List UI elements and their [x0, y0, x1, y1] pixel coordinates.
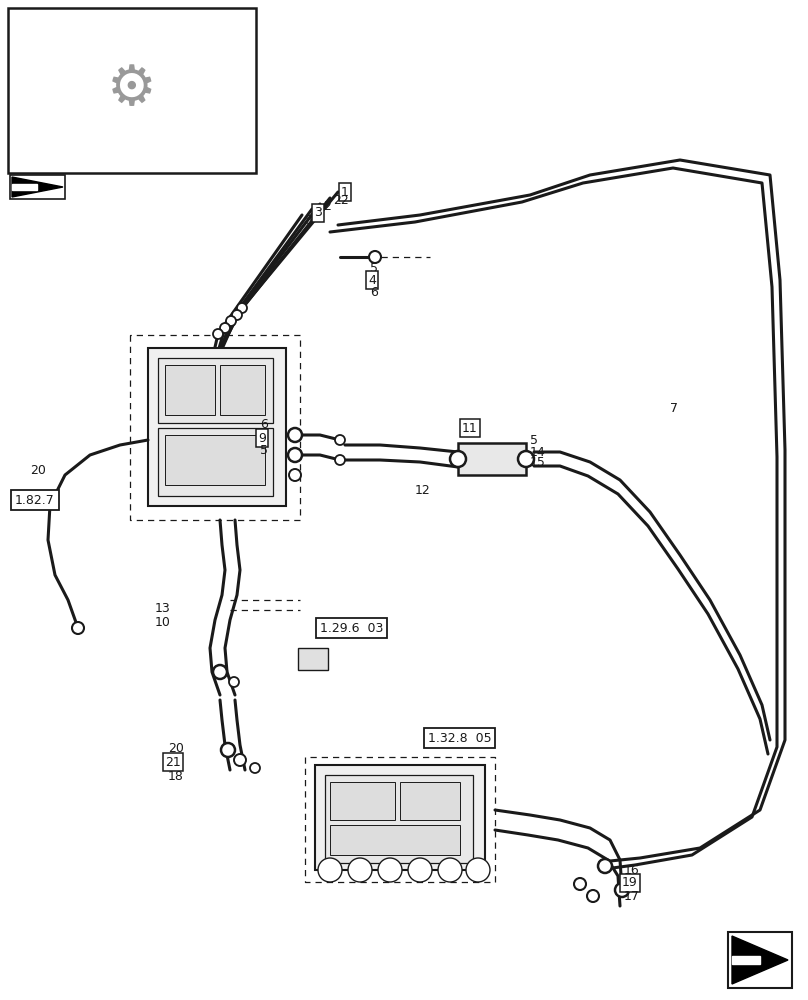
Circle shape	[226, 316, 236, 326]
Text: 10: 10	[155, 615, 170, 629]
Bar	[165, 435, 265, 485]
Text: 8: 8	[304, 214, 312, 227]
Circle shape	[234, 754, 246, 766]
Circle shape	[213, 329, 223, 339]
Text: 4: 4	[368, 273, 376, 286]
Circle shape	[232, 310, 242, 320]
Text: 1.29.6  03: 1.29.6 03	[320, 621, 383, 635]
Circle shape	[574, 878, 586, 890]
Text: 12: 12	[415, 484, 431, 496]
Bar	[158, 358, 273, 423]
Text: 5: 5	[370, 261, 378, 274]
Circle shape	[518, 451, 534, 467]
Bar	[330, 825, 460, 855]
Text: 5: 5	[530, 434, 538, 446]
Text: 6: 6	[370, 286, 378, 298]
Text: 17: 17	[624, 890, 640, 902]
Text: 22: 22	[333, 194, 349, 207]
Bar	[298, 648, 328, 670]
Polygon shape	[732, 936, 788, 984]
Text: 5: 5	[260, 444, 268, 456]
Circle shape	[369, 251, 381, 263]
Circle shape	[378, 858, 402, 882]
Circle shape	[598, 859, 612, 873]
Text: ⚙: ⚙	[107, 64, 157, 117]
Text: 21: 21	[165, 756, 181, 768]
Circle shape	[220, 323, 230, 333]
Polygon shape	[732, 956, 760, 964]
Circle shape	[288, 428, 302, 442]
Text: 1.32.8  05: 1.32.8 05	[428, 732, 491, 744]
Circle shape	[335, 435, 345, 445]
Circle shape	[335, 455, 345, 465]
Text: 20: 20	[30, 464, 46, 477]
Circle shape	[237, 303, 247, 313]
Text: 6: 6	[260, 418, 268, 432]
Bar	[158, 428, 273, 496]
Bar	[315, 765, 485, 870]
Polygon shape	[12, 184, 37, 190]
Circle shape	[348, 858, 372, 882]
Circle shape	[450, 451, 466, 467]
Circle shape	[221, 743, 235, 757]
Text: 1: 1	[341, 186, 349, 198]
Circle shape	[318, 858, 342, 882]
Text: 11: 11	[462, 422, 478, 434]
Circle shape	[250, 763, 260, 773]
Circle shape	[229, 677, 239, 687]
Circle shape	[438, 858, 462, 882]
Text: 19: 19	[622, 876, 638, 890]
Text: 7: 7	[670, 401, 678, 414]
Polygon shape	[12, 177, 63, 197]
Text: 18: 18	[168, 770, 184, 782]
Text: 16: 16	[624, 863, 640, 876]
Circle shape	[288, 448, 302, 462]
Bar	[458, 443, 526, 475]
Circle shape	[466, 858, 490, 882]
Text: 14: 14	[530, 446, 545, 458]
Text: 2: 2	[323, 200, 330, 214]
Circle shape	[72, 622, 84, 634]
Bar	[8, 8, 256, 173]
Bar	[148, 348, 286, 506]
Text: 1.82.7: 1.82.7	[15, 493, 55, 506]
Text: 3: 3	[314, 207, 322, 220]
Bar	[10, 175, 65, 199]
Circle shape	[289, 469, 301, 481]
Circle shape	[615, 883, 629, 897]
Bar	[330, 782, 395, 820]
Text: 9: 9	[258, 432, 266, 444]
Bar	[165, 365, 215, 415]
Bar	[220, 365, 265, 415]
Text: 20: 20	[168, 742, 184, 754]
Text: 13: 13	[155, 601, 170, 614]
Bar	[728, 932, 792, 988]
Circle shape	[587, 890, 599, 902]
Bar	[400, 782, 460, 820]
Bar	[325, 775, 473, 863]
Circle shape	[408, 858, 432, 882]
Circle shape	[213, 665, 227, 679]
Text: 15: 15	[530, 456, 546, 470]
